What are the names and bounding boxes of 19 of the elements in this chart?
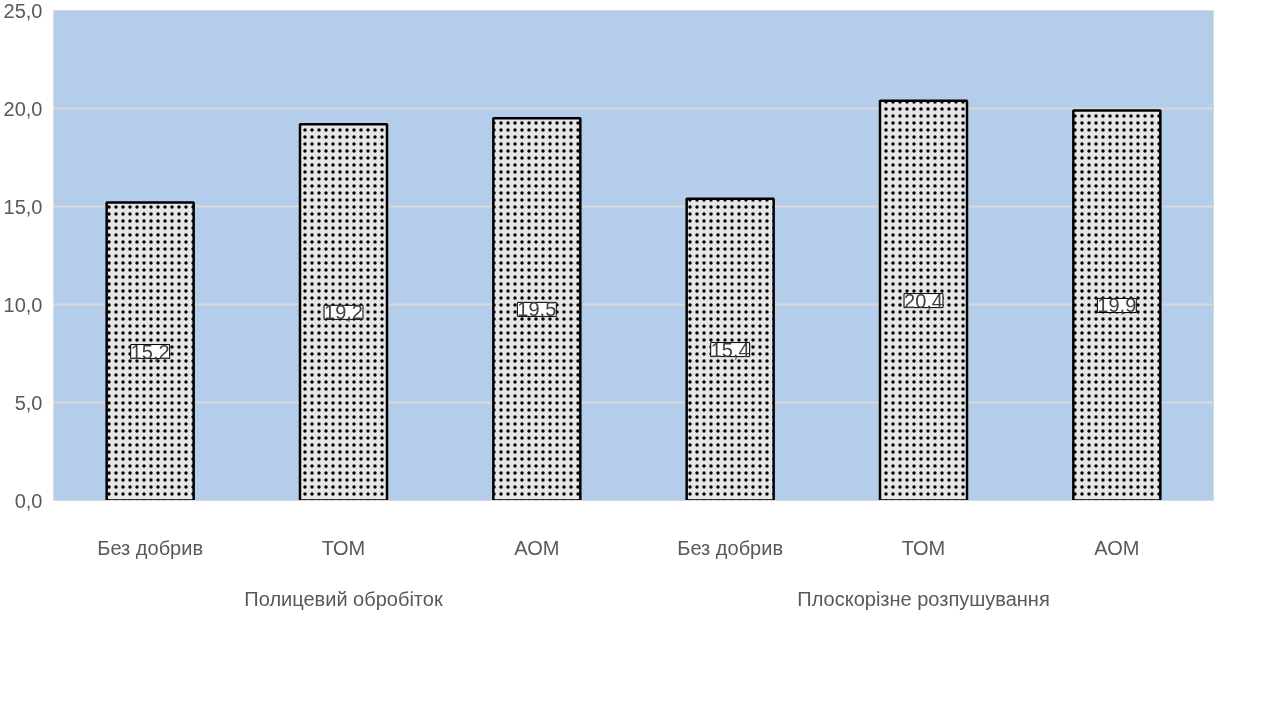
data-label: 15,4 (710, 338, 750, 361)
data-label: 15,2 (130, 340, 170, 363)
text: Полицевий обробіток (244, 587, 443, 610)
x-tick-label: Без добрив (97, 536, 204, 559)
data-label: 19,5 (517, 298, 557, 321)
x-tick-label: ТОМ (901, 536, 946, 559)
data-label: 19,2 (324, 301, 363, 324)
y-tick-label: 0,0 (14, 489, 43, 512)
x-tick-label: ТОМ (321, 536, 366, 559)
y-tick-label: 25,0 (3, 0, 43, 22)
y-tick-label: 10,0 (3, 293, 43, 316)
x-tick-label: АОМ (514, 536, 560, 559)
data-label: 19,9 (1097, 294, 1137, 317)
y-tick-label: 20,0 (3, 97, 43, 120)
y-tick-label: 5,0 (14, 391, 43, 414)
x-tick-label: Без добрив (677, 536, 784, 559)
text: Плоскорізне розпушування (797, 587, 1050, 610)
y-tick-label: 15,0 (3, 195, 43, 218)
x-tick-label: АОМ (1094, 536, 1140, 559)
